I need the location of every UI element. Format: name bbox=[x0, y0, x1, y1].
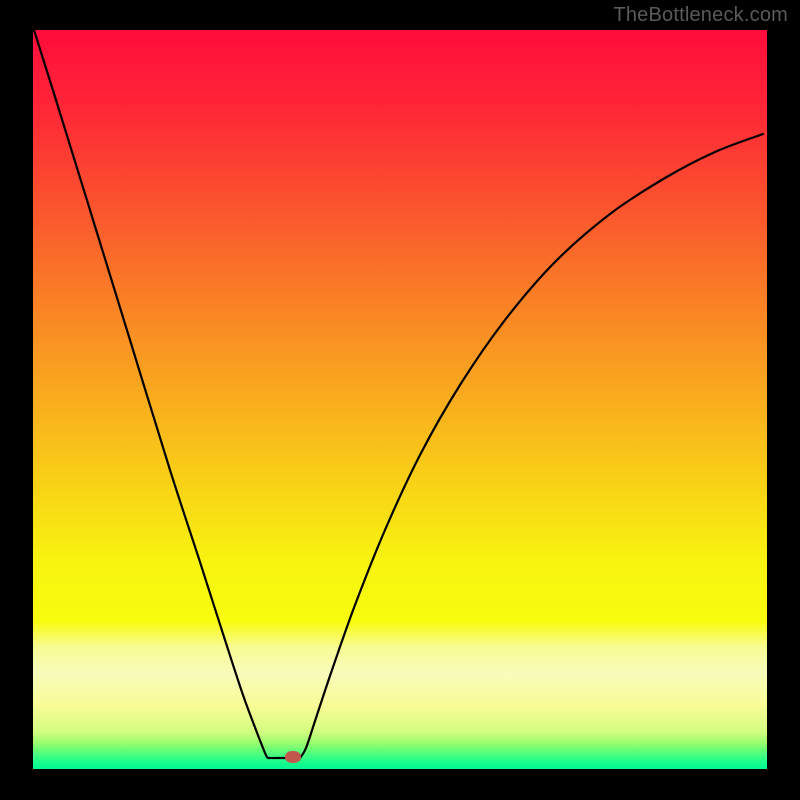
watermark-text: TheBottleneck.com bbox=[613, 4, 788, 27]
minimum-marker bbox=[285, 751, 301, 763]
chart-plot-area bbox=[33, 30, 767, 769]
